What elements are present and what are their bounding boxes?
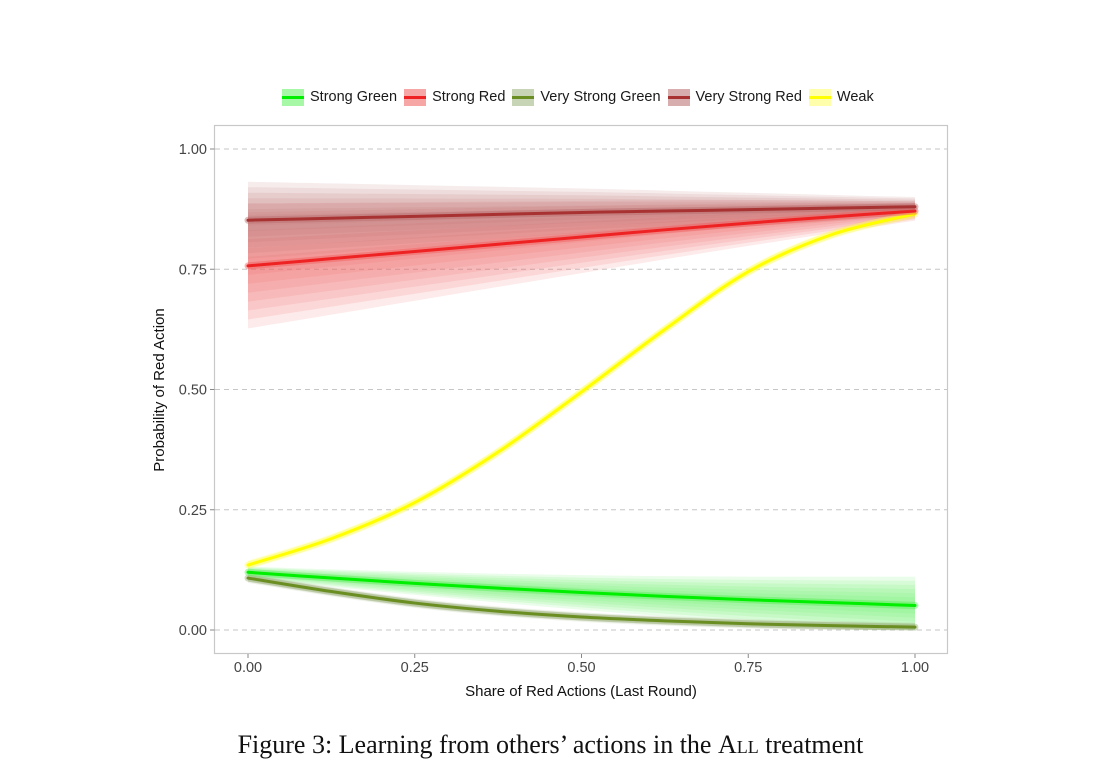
grid-lines (215, 148, 947, 631)
line-weak (246, 212, 917, 567)
x-axis-title: Share of Red Actions (Last Round) (465, 683, 697, 700)
legend-item-strong-green: Strong Green (282, 88, 398, 106)
band-layer-5 (248, 574, 915, 630)
line-strong-red (246, 209, 917, 268)
legend: Strong Green Strong Red Very Strong Green V… (282, 86, 881, 108)
band-layer-7 (248, 573, 915, 631)
band-layer-6 (248, 202, 915, 320)
y-tick-label-3: 0.75 (179, 262, 207, 278)
band-layer-3 (248, 206, 915, 293)
band-layer-3 (248, 575, 915, 630)
y-tick-label-2: 0.50 (179, 383, 207, 399)
legend-item-very-strong-green: Very Strong Green (512, 88, 661, 106)
band-strong-red (248, 200, 915, 329)
band-layer-5 (248, 204, 915, 311)
band-layer-2 (248, 208, 915, 284)
band-layer-4 (248, 575, 915, 630)
y-tick-label-1: 0.25 (179, 503, 207, 519)
band-layer-7 (248, 181, 915, 259)
band-layer-5 (248, 192, 915, 248)
legend-label: Weak (836, 89, 874, 105)
legend-label: Strong Green (310, 89, 398, 105)
band-layer-4 (248, 205, 915, 302)
x-tick-label-1: 0.25 (401, 660, 429, 676)
caption-suffix: treatment (758, 730, 864, 759)
band-layer-7 (248, 200, 915, 329)
caption-treatment: All (717, 730, 759, 759)
legend-label: Strong Red (432, 89, 506, 105)
band-layer-6 (248, 209, 915, 570)
y-tick-label-4: 1.00 (179, 142, 207, 158)
x-tick-label-2: 0.50 (567, 660, 595, 676)
x-tick-label-3: 0.75 (734, 660, 762, 676)
series-lines (244, 203, 919, 631)
legend-item-strong-red: Strong Red (404, 88, 506, 106)
line-very-strong-red (246, 205, 917, 222)
legend-key (404, 88, 427, 106)
band-layer-5 (248, 210, 915, 569)
band-weak (248, 209, 915, 570)
y-axis-title: Probability of Red Action (151, 308, 168, 471)
line-strong-green (246, 570, 917, 607)
legend-label: Very Strong Green (540, 89, 661, 105)
y-tick-label-0: 0.00 (179, 623, 207, 639)
figure-caption: Figure 3: Learning from others’ actions … (0, 730, 1101, 760)
legend-item-very-strong-red: Very Strong Red (667, 88, 802, 106)
band-very-strong-red (248, 181, 915, 259)
band-very-strong-green (248, 573, 915, 631)
axes: 0.00 0.25 0.50 0.75 1.00 0.00 0.25 0.50 0.75 1.00 (179, 142, 929, 676)
band-layer-1 (248, 209, 915, 275)
line-very-strong-green (246, 576, 917, 629)
legend-key (282, 88, 304, 106)
band-layer-4 (248, 211, 915, 568)
legend-key (808, 88, 831, 106)
confidence-bands (248, 181, 915, 631)
band-layer-7 (248, 209, 915, 570)
legend-item-weak: Weak (808, 88, 874, 106)
band-layer-6 (248, 187, 915, 254)
x-tick-label-0: 0.00 (234, 660, 262, 676)
x-tick-label-4: 1.00 (901, 660, 929, 676)
caption-prefix: Figure 3: Learning from others’ actions … (237, 730, 718, 759)
band-layer-6 (248, 573, 915, 631)
legend-label: Very Strong Red (695, 89, 802, 105)
legend-key (667, 88, 690, 106)
legend-key (512, 88, 535, 106)
